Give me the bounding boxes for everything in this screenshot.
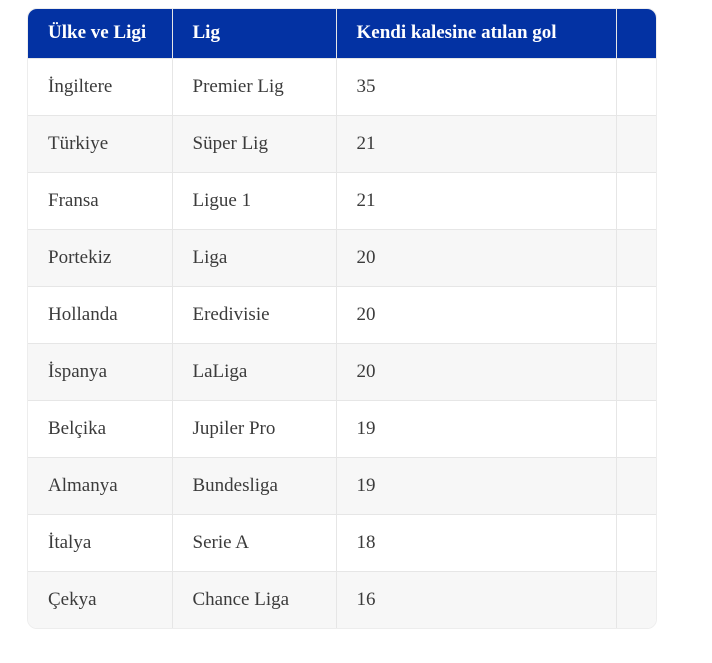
table-row: Hollanda Eredivisie 20 — [28, 286, 656, 343]
table-header: Ülke ve Ligi Lig Kendi kalesine atılan gol — [28, 9, 656, 58]
column-header-league: Lig — [171, 9, 336, 58]
spacer-cell — [615, 457, 656, 514]
column-header-own-goals: Kendi kalesine atılan gol — [335, 9, 616, 58]
table-row: Belçika Jupiler Pro 19 — [28, 400, 656, 457]
column-header-spacer — [615, 9, 656, 58]
league-cell: Liga — [171, 229, 336, 286]
spacer-cell — [615, 343, 656, 400]
spacer-cell — [615, 571, 656, 628]
league-cell: Premier Lig — [171, 58, 336, 115]
league-cell: Jupiler Pro — [171, 400, 336, 457]
own-goals-cell: 16 — [335, 571, 616, 628]
league-cell: Bundesliga — [171, 457, 336, 514]
own-goals-cell: 21 — [335, 172, 616, 229]
own-goals-cell: 18 — [335, 514, 616, 571]
spacer-cell — [615, 229, 656, 286]
league-cell: Serie A — [171, 514, 336, 571]
table-body: İngiltere Premier Lig 35 Türkiye Süper Lig 21… — [28, 58, 656, 628]
league-own-goals-table: Ülke ve Ligi Lig Kendi kalesine atılan gol… — [27, 8, 657, 629]
table-row: İspanya LaLiga 20 — [28, 343, 656, 400]
country-cell: Türkiye — [28, 115, 172, 172]
country-cell: Portekiz — [28, 229, 172, 286]
own-goals-cell: 20 — [335, 343, 616, 400]
own-goals-cell: 19 — [335, 457, 616, 514]
country-cell: Fransa — [28, 172, 172, 229]
spacer-cell — [615, 172, 656, 229]
league-cell: Süper Lig — [171, 115, 336, 172]
league-cell: Chance Liga — [171, 571, 336, 628]
table-row: Çekya Chance Liga 16 — [28, 571, 656, 628]
table-row: Portekiz Liga 20 — [28, 229, 656, 286]
table-row: Fransa Ligue 1 21 — [28, 172, 656, 229]
own-goals-cell: 21 — [335, 115, 616, 172]
column-header-country: Ülke ve Ligi — [28, 9, 172, 58]
spacer-cell — [615, 400, 656, 457]
country-cell: İngiltere — [28, 58, 172, 115]
own-goals-cell: 19 — [335, 400, 616, 457]
country-cell: İtalya — [28, 514, 172, 571]
table-row: İngiltere Premier Lig 35 — [28, 58, 656, 115]
own-goals-cell: 20 — [335, 286, 616, 343]
country-cell: Hollanda — [28, 286, 172, 343]
league-cell: LaLiga — [171, 343, 336, 400]
country-cell: Çekya — [28, 571, 172, 628]
spacer-cell — [615, 286, 656, 343]
data-table: Ülke ve Ligi Lig Kendi kalesine atılan gol… — [28, 9, 656, 628]
own-goals-cell: 35 — [335, 58, 616, 115]
league-cell: Eredivisie — [171, 286, 336, 343]
header-row: Ülke ve Ligi Lig Kendi kalesine atılan gol — [28, 9, 656, 58]
country-cell: İspanya — [28, 343, 172, 400]
league-cell: Ligue 1 — [171, 172, 336, 229]
own-goals-cell: 20 — [335, 229, 616, 286]
country-cell: Belçika — [28, 400, 172, 457]
spacer-cell — [615, 514, 656, 571]
spacer-cell — [615, 115, 656, 172]
table-row: Almanya Bundesliga 19 — [28, 457, 656, 514]
country-cell: Almanya — [28, 457, 172, 514]
table-row: Türkiye Süper Lig 21 — [28, 115, 656, 172]
spacer-cell — [615, 58, 656, 115]
table-row: İtalya Serie A 18 — [28, 514, 656, 571]
